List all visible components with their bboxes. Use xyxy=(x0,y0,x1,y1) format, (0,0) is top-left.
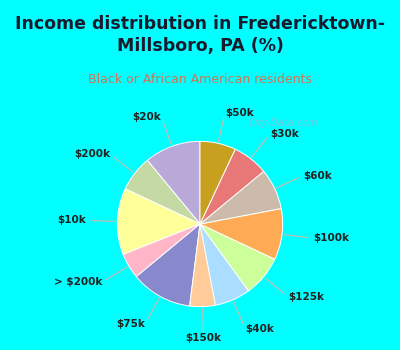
Wedge shape xyxy=(200,209,283,259)
Text: > $200k: > $200k xyxy=(54,277,102,287)
Text: Black or African American residents: Black or African American residents xyxy=(88,73,312,86)
Wedge shape xyxy=(200,224,275,291)
Text: $10k: $10k xyxy=(58,215,86,225)
Wedge shape xyxy=(200,149,264,224)
Wedge shape xyxy=(117,189,200,254)
Text: $125k: $125k xyxy=(288,292,324,302)
Wedge shape xyxy=(200,171,281,224)
Text: $20k: $20k xyxy=(133,112,162,122)
Wedge shape xyxy=(200,141,235,224)
Wedge shape xyxy=(190,224,216,307)
Wedge shape xyxy=(147,141,200,224)
Text: $40k: $40k xyxy=(245,323,274,334)
Text: $60k: $60k xyxy=(303,170,332,181)
Wedge shape xyxy=(136,224,200,306)
Text: City-Data.com: City-Data.com xyxy=(249,118,318,128)
Wedge shape xyxy=(125,160,200,224)
Wedge shape xyxy=(123,224,200,277)
Text: $150k: $150k xyxy=(186,333,222,343)
Text: $50k: $50k xyxy=(225,108,254,118)
Text: Income distribution in Fredericktown-
Millsboro, PA (%): Income distribution in Fredericktown- Mi… xyxy=(15,15,385,55)
Text: $75k: $75k xyxy=(116,319,145,329)
Text: $200k: $200k xyxy=(74,149,110,159)
Text: $30k: $30k xyxy=(270,129,298,139)
Bar xyxy=(339,73,361,350)
Bar xyxy=(39,73,61,350)
Wedge shape xyxy=(200,224,248,305)
Text: $100k: $100k xyxy=(313,233,349,243)
